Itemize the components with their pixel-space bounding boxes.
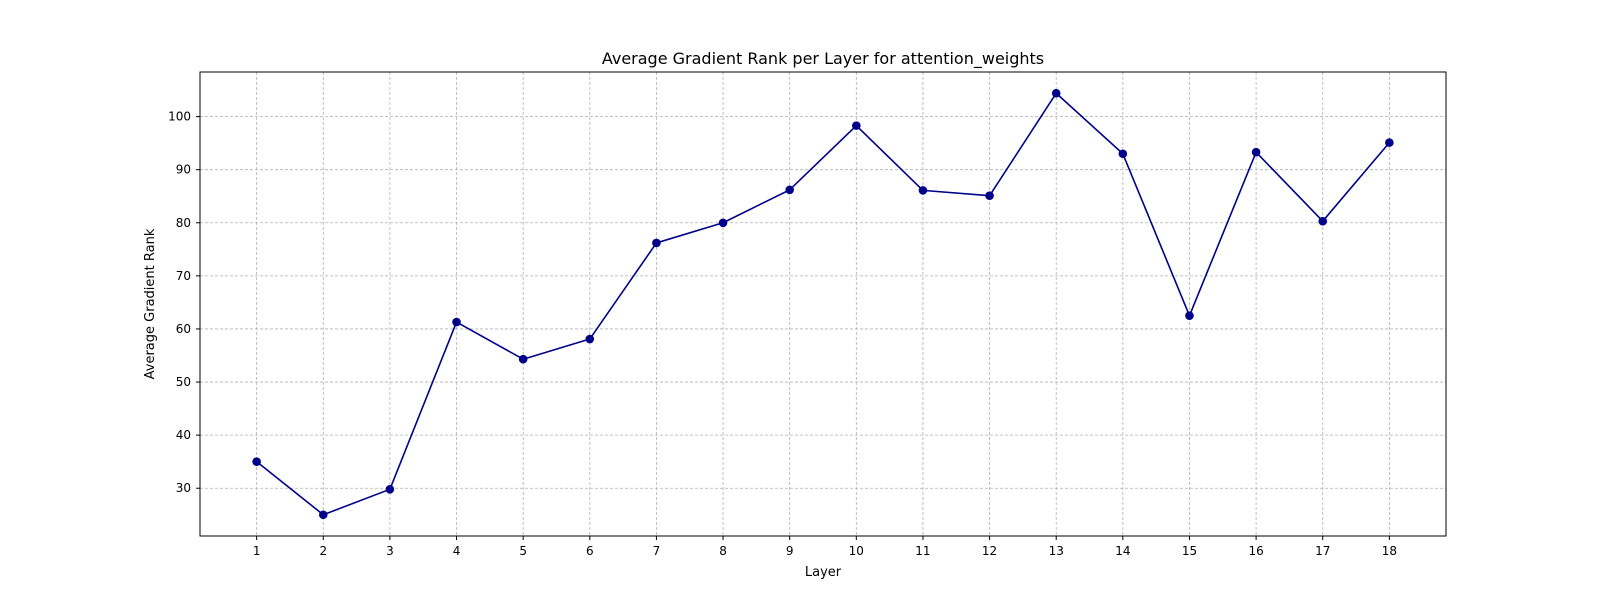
data-point [1318,216,1328,226]
x-tick-label: 9 [786,544,794,558]
axis-ticks: 1 2 3 4 5 6 7 8 9 10 11 12 13 14 15 16 17 183040506070809… [168,110,1397,558]
x-tick-label: 18 [1382,544,1397,558]
data-point [718,218,728,228]
data-point [585,334,595,344]
data-point [852,121,861,130]
x-tick-label: 3 [386,544,394,558]
x-tick-label: 8 [719,544,727,558]
data-point [518,354,528,364]
x-tick-label: 14 [1115,544,1130,558]
series-layer [252,88,1394,520]
data-point [1118,149,1128,159]
data-point [785,185,794,195]
x-tick-label: 16 [1248,544,1263,558]
data-point [385,484,395,494]
y-tick-label: 90 [176,163,191,177]
data-point [452,317,461,327]
data-point [985,191,994,200]
data-point [1385,138,1394,147]
chart-title: Average Gradient Rank per Layer for atte… [602,49,1044,69]
y-axis-label: Average Gradient Rank [143,228,158,379]
x-tick-label: 11 [915,544,930,558]
data-point [252,457,261,466]
x-tick-label: 5 [519,544,527,558]
x-axis-label: Layer [805,565,842,580]
y-tick-label: 30 [176,481,191,495]
data-point [318,510,328,520]
grid [200,72,1446,536]
y-tick-label: 100 [168,110,191,124]
data-point [1185,311,1194,320]
data-point [652,238,661,248]
x-tick-label: 4 [453,544,461,558]
x-tick-label: 17 [1315,544,1330,558]
plot-frame [199,71,1447,537]
y-tick-label: 70 [176,269,191,283]
x-tick-label: 15 [1182,544,1197,558]
x-tick-label: 10 [849,544,864,558]
x-tick-label: 1 [253,544,261,558]
x-tick-label: 6 [586,544,594,558]
y-tick-label: 60 [176,322,191,336]
data-point [1251,147,1261,157]
y-tick-label: 80 [176,216,191,230]
y-tick-label: 50 [176,375,191,389]
x-tick-label: 7 [653,544,661,558]
y-tick-label: 40 [176,428,191,442]
series-line [256,92,1390,516]
x-tick-label: 2 [319,544,327,558]
x-tick-label: 13 [1049,544,1064,558]
data-point [1051,88,1061,98]
data-point [918,186,928,195]
x-tick-label: 12 [982,544,997,558]
